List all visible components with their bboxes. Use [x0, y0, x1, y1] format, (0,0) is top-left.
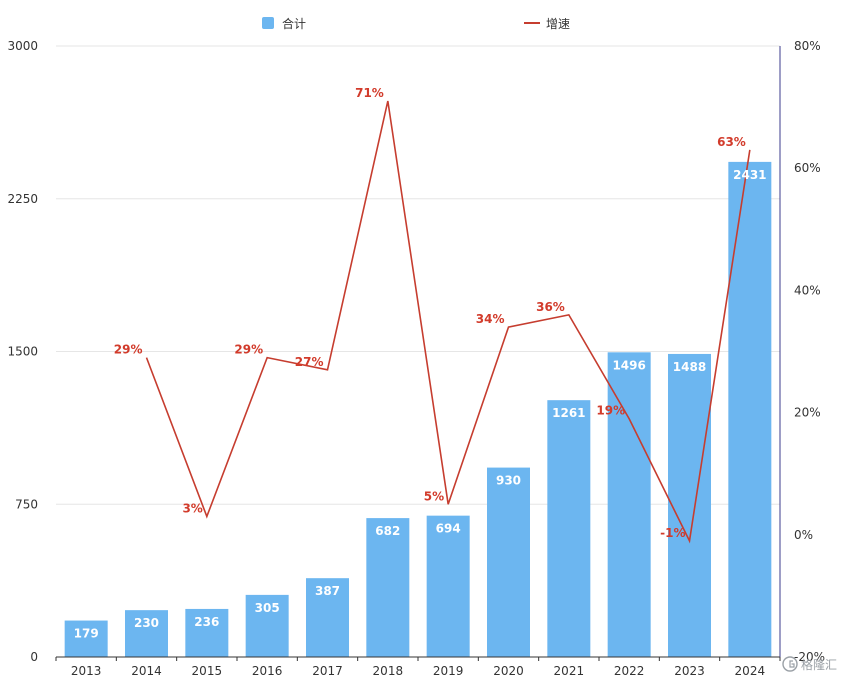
bar — [245, 594, 289, 657]
growth-value-label: -1% — [660, 526, 685, 540]
bar-value-label: 2431 — [733, 168, 766, 182]
bar — [487, 467, 530, 657]
x-tick-label: 2014 — [131, 664, 162, 678]
bar-value-label: 682 — [375, 524, 400, 538]
y-left-tick-label: 3000 — [7, 39, 38, 53]
growth-value-label: 36% — [536, 300, 565, 314]
bar-value-label: 930 — [496, 474, 521, 488]
x-tick-label: 2022 — [614, 664, 645, 678]
x-tick-label: 2015 — [192, 664, 223, 678]
growth-value-label: 63% — [717, 135, 746, 149]
bar-value-label: 179 — [74, 627, 99, 641]
bar-value-label: 1488 — [673, 360, 706, 374]
y-right-tick-label: -20% — [794, 650, 825, 664]
legend: 合计 增速 — [262, 16, 570, 31]
x-tick-label: 2019 — [433, 664, 464, 678]
bar — [125, 610, 168, 657]
grid-layer — [56, 45, 780, 505]
bar-value-label: 305 — [255, 601, 280, 615]
bar-value-label: 236 — [194, 615, 219, 629]
legend-line-label: 增速 — [546, 17, 570, 31]
y-left-tick-label: 750 — [15, 497, 38, 511]
watermark-text: 格隆汇 — [801, 657, 837, 672]
growth-value-label: 34% — [476, 312, 505, 326]
bar — [547, 400, 591, 657]
growth-value-label: 71% — [355, 86, 384, 100]
y-left-tick-label: 2250 — [7, 192, 38, 206]
bar — [185, 608, 229, 657]
growth-value-label: 29% — [234, 343, 263, 357]
growth-value-label: 27% — [295, 355, 324, 369]
x-tick-label: 2018 — [373, 664, 404, 678]
watermark: 格隆汇 — [782, 656, 837, 672]
y-right-tick-label: 20% — [794, 406, 821, 420]
x-tick-label: 2020 — [493, 664, 524, 678]
x-tick-label: 2021 — [554, 664, 585, 678]
y-right-tick-label: 40% — [794, 283, 821, 297]
x-tick-label: 2017 — [312, 664, 343, 678]
bar-value-label: 387 — [315, 584, 340, 598]
bar-value-label: 1496 — [612, 358, 645, 372]
bar — [607, 352, 651, 657]
line-layer — [145, 100, 751, 544]
x-tick-label: 2024 — [735, 664, 766, 678]
growth-value-label: 19% — [596, 404, 625, 418]
growth-value-label: 3% — [182, 501, 202, 515]
growth-line — [145, 100, 751, 544]
g-logo-icon — [782, 656, 798, 672]
bar-value-label: 694 — [436, 522, 461, 536]
g-logo-icon-glyph — [789, 660, 795, 668]
y-right-tick-label: 0% — [794, 528, 813, 542]
bar — [366, 518, 410, 657]
bar-value-label: 1261 — [552, 406, 585, 420]
legend-bar-swatch — [262, 17, 274, 29]
bar-value-label: 230 — [134, 616, 159, 630]
x-tick-label: 2016 — [252, 664, 283, 678]
axes-layer: 0 750 1500 2250 3000 -20% 0% 20% 40% 60% 80% 2013 20… — [7, 39, 825, 678]
labels-layer: 179 230 236 305 387 682 694 930 1261 1496 1488 2431… — [74, 86, 767, 641]
bar — [426, 515, 470, 657]
legend-bar-label: 合计 — [282, 16, 306, 31]
y-left-tick-label: 0 — [30, 650, 38, 664]
growth-value-label: 5% — [424, 489, 444, 503]
x-tick-label: 2023 — [674, 664, 705, 678]
bar — [668, 353, 711, 657]
bar — [64, 620, 108, 657]
bar — [306, 578, 349, 657]
y-right-tick-label: 60% — [794, 161, 821, 175]
growth-value-label: 29% — [114, 343, 143, 357]
bars-layer — [64, 161, 772, 657]
bar — [728, 161, 772, 657]
y-left-tick-label: 1500 — [7, 345, 38, 359]
x-tick-label: 2013 — [71, 664, 102, 678]
y-right-tick-label: 80% — [794, 39, 821, 53]
